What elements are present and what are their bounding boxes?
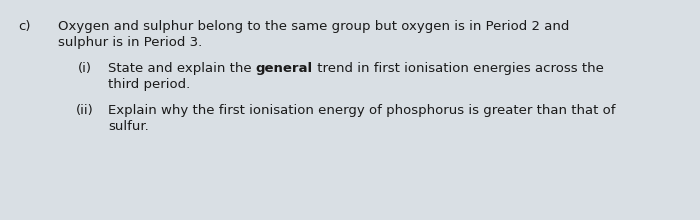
Text: Oxygen and sulphur belong to the same group but oxygen is in Period 2 and: Oxygen and sulphur belong to the same gr…: [58, 20, 569, 33]
Text: (ii): (ii): [76, 104, 94, 117]
Text: c): c): [18, 20, 31, 33]
Text: sulphur is in Period 3.: sulphur is in Period 3.: [58, 36, 202, 49]
Text: sulfur.: sulfur.: [108, 120, 148, 133]
Text: general: general: [256, 62, 313, 75]
Text: trend in first ionisation energies across the: trend in first ionisation energies acros…: [313, 62, 604, 75]
Text: Explain why the first ionisation energy of phosphorus is greater than that of: Explain why the first ionisation energy …: [108, 104, 615, 117]
Text: (i): (i): [78, 62, 92, 75]
Text: State and explain the: State and explain the: [108, 62, 256, 75]
Text: third period.: third period.: [108, 78, 190, 91]
